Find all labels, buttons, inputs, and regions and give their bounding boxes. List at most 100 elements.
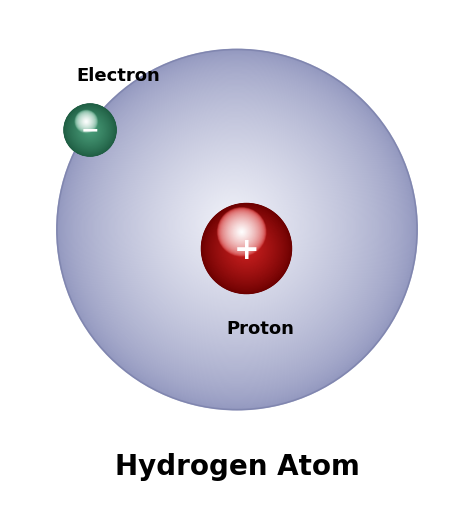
Circle shape bbox=[224, 214, 242, 232]
Circle shape bbox=[203, 205, 290, 292]
Circle shape bbox=[85, 125, 95, 135]
Circle shape bbox=[71, 63, 402, 395]
Circle shape bbox=[243, 245, 250, 252]
Circle shape bbox=[172, 163, 296, 287]
Text: Electron: Electron bbox=[77, 67, 160, 85]
Circle shape bbox=[237, 228, 246, 236]
Circle shape bbox=[240, 231, 243, 233]
Circle shape bbox=[221, 223, 272, 275]
Circle shape bbox=[203, 205, 290, 293]
Circle shape bbox=[224, 225, 269, 271]
Circle shape bbox=[141, 133, 328, 320]
Circle shape bbox=[204, 206, 289, 291]
Circle shape bbox=[67, 107, 113, 153]
Circle shape bbox=[221, 223, 272, 273]
Circle shape bbox=[226, 228, 267, 269]
Circle shape bbox=[78, 114, 94, 130]
Circle shape bbox=[83, 118, 90, 125]
Circle shape bbox=[82, 117, 91, 126]
Circle shape bbox=[151, 142, 319, 310]
Circle shape bbox=[216, 218, 277, 280]
Circle shape bbox=[232, 221, 234, 223]
Circle shape bbox=[242, 244, 251, 253]
Circle shape bbox=[162, 152, 308, 298]
Circle shape bbox=[243, 245, 250, 252]
Circle shape bbox=[74, 67, 399, 391]
Circle shape bbox=[244, 246, 249, 251]
Circle shape bbox=[129, 120, 342, 333]
Circle shape bbox=[145, 136, 325, 316]
Circle shape bbox=[82, 121, 99, 139]
Circle shape bbox=[98, 90, 374, 366]
Circle shape bbox=[76, 111, 97, 132]
Circle shape bbox=[235, 225, 248, 238]
Circle shape bbox=[150, 141, 319, 311]
Circle shape bbox=[213, 203, 253, 243]
Circle shape bbox=[191, 181, 277, 267]
Circle shape bbox=[239, 230, 244, 234]
Circle shape bbox=[226, 228, 267, 269]
Circle shape bbox=[230, 232, 263, 265]
Circle shape bbox=[114, 106, 357, 349]
Circle shape bbox=[201, 203, 292, 294]
Circle shape bbox=[73, 114, 107, 147]
Circle shape bbox=[140, 132, 329, 321]
Circle shape bbox=[93, 85, 379, 372]
Circle shape bbox=[67, 107, 113, 153]
Circle shape bbox=[215, 217, 278, 280]
Circle shape bbox=[219, 221, 274, 277]
Circle shape bbox=[201, 191, 266, 256]
Circle shape bbox=[219, 221, 274, 276]
Circle shape bbox=[209, 211, 284, 286]
Circle shape bbox=[71, 111, 109, 149]
Circle shape bbox=[99, 91, 373, 365]
Circle shape bbox=[75, 115, 105, 146]
Circle shape bbox=[122, 114, 349, 341]
Circle shape bbox=[239, 241, 254, 256]
Circle shape bbox=[207, 208, 286, 288]
Circle shape bbox=[228, 217, 238, 228]
Circle shape bbox=[224, 214, 260, 250]
Circle shape bbox=[125, 116, 346, 337]
Circle shape bbox=[91, 83, 381, 373]
Circle shape bbox=[139, 131, 330, 321]
Circle shape bbox=[202, 204, 291, 293]
Circle shape bbox=[224, 227, 269, 271]
Circle shape bbox=[218, 207, 266, 256]
Circle shape bbox=[225, 215, 241, 231]
Circle shape bbox=[75, 110, 98, 133]
Circle shape bbox=[205, 207, 288, 289]
Circle shape bbox=[153, 144, 317, 308]
Circle shape bbox=[86, 126, 94, 134]
Circle shape bbox=[208, 210, 285, 287]
Circle shape bbox=[70, 110, 110, 150]
Circle shape bbox=[156, 147, 313, 304]
Circle shape bbox=[238, 240, 255, 256]
Circle shape bbox=[226, 216, 257, 248]
Circle shape bbox=[187, 178, 281, 271]
Circle shape bbox=[66, 58, 408, 400]
Circle shape bbox=[95, 87, 377, 369]
Circle shape bbox=[243, 245, 250, 252]
Circle shape bbox=[208, 198, 258, 249]
Circle shape bbox=[85, 121, 87, 122]
Circle shape bbox=[220, 222, 273, 275]
Circle shape bbox=[219, 221, 274, 276]
Circle shape bbox=[241, 243, 252, 254]
Circle shape bbox=[182, 172, 286, 277]
Circle shape bbox=[212, 215, 281, 282]
Circle shape bbox=[183, 174, 284, 275]
Circle shape bbox=[230, 220, 254, 244]
Circle shape bbox=[240, 230, 243, 234]
Circle shape bbox=[63, 56, 410, 403]
Circle shape bbox=[72, 112, 108, 148]
Circle shape bbox=[128, 120, 342, 334]
Circle shape bbox=[215, 205, 251, 241]
Circle shape bbox=[80, 72, 393, 385]
Circle shape bbox=[222, 212, 262, 252]
Circle shape bbox=[80, 120, 100, 140]
Circle shape bbox=[73, 112, 108, 148]
Circle shape bbox=[89, 128, 91, 132]
Circle shape bbox=[233, 223, 250, 240]
Circle shape bbox=[71, 111, 109, 149]
